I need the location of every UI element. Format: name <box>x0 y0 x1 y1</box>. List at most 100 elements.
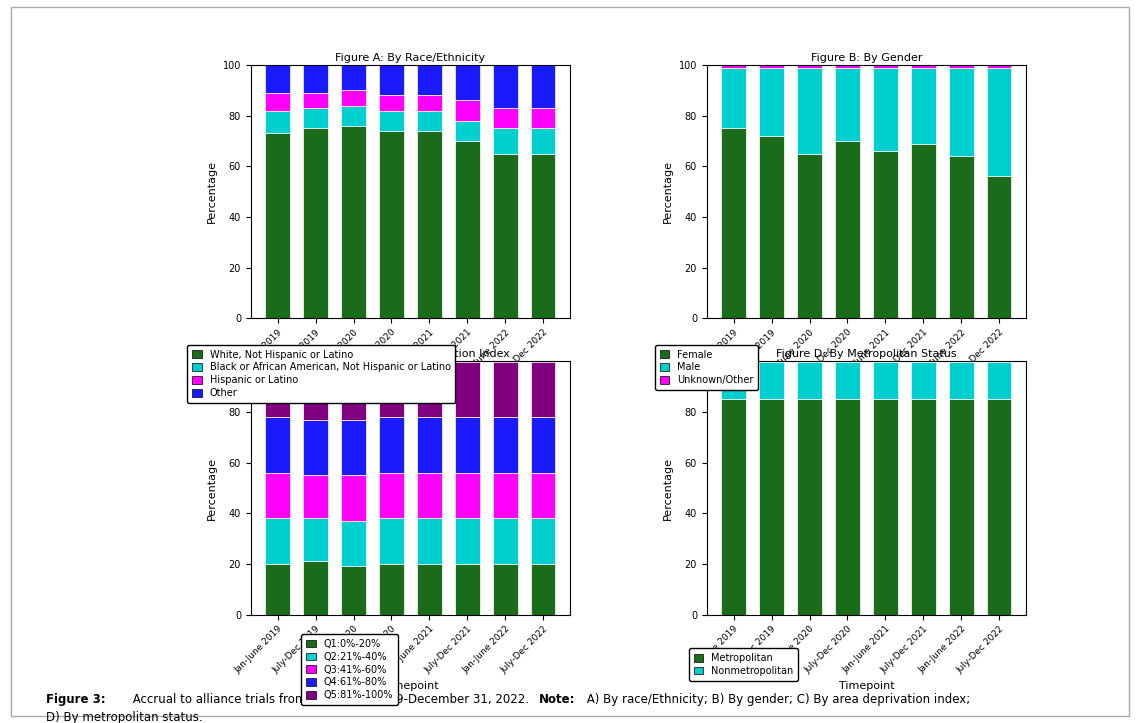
Bar <box>455 362 480 417</box>
Bar <box>797 65 822 67</box>
Bar <box>417 95 441 111</box>
Bar <box>266 65 290 93</box>
Bar <box>948 67 974 156</box>
Legend: Metropolitan, Nonmetropolitan: Metropolitan, Nonmetropolitan <box>689 649 798 681</box>
Y-axis label: Percentage: Percentage <box>207 456 217 520</box>
Text: D) By metropolitan status.: D) By metropolitan status. <box>46 711 202 723</box>
Text: A) By race/Ethnicity; B) By gender; C) By area deprivation index;: A) By race/Ethnicity; B) By gender; C) B… <box>583 693 970 706</box>
Bar <box>797 362 822 399</box>
Bar <box>266 518 290 564</box>
Bar <box>380 95 404 111</box>
Bar <box>948 362 974 399</box>
Bar <box>303 128 328 318</box>
Bar <box>455 100 480 121</box>
Bar <box>417 564 441 615</box>
Bar <box>531 153 555 318</box>
Bar <box>380 564 404 615</box>
Bar <box>341 521 366 567</box>
Bar <box>531 564 555 615</box>
Bar <box>455 121 480 141</box>
Bar <box>492 564 518 615</box>
Bar <box>455 141 480 318</box>
Bar <box>380 362 404 417</box>
Bar <box>266 111 290 133</box>
Bar <box>341 90 366 106</box>
Y-axis label: Percentage: Percentage <box>663 456 673 520</box>
Bar <box>380 131 404 318</box>
Bar <box>455 473 480 518</box>
Bar <box>417 65 441 95</box>
Bar <box>380 518 404 564</box>
Bar <box>531 473 555 518</box>
Bar <box>455 65 480 100</box>
Bar <box>873 151 897 318</box>
Bar <box>759 67 784 136</box>
Bar <box>303 65 328 93</box>
Bar <box>987 65 1011 67</box>
Bar <box>492 362 518 417</box>
Bar <box>417 518 441 564</box>
Text: Note:: Note: <box>539 693 576 706</box>
Bar <box>417 362 441 417</box>
Bar <box>911 65 936 67</box>
Bar <box>722 399 746 615</box>
Bar <box>303 108 328 128</box>
X-axis label: Timepoint: Timepoint <box>839 681 894 691</box>
Bar <box>303 476 328 518</box>
Bar <box>380 65 404 95</box>
Bar <box>873 65 897 67</box>
Bar <box>492 473 518 518</box>
Bar <box>303 518 328 561</box>
Bar <box>722 362 746 399</box>
X-axis label: Timepoint: Timepoint <box>383 385 438 395</box>
Bar <box>492 128 518 153</box>
Bar <box>341 567 366 615</box>
Bar <box>303 93 328 108</box>
Bar <box>873 67 897 151</box>
Bar <box>341 65 366 90</box>
Bar <box>492 108 518 128</box>
Bar <box>531 65 555 108</box>
Bar <box>836 362 860 399</box>
Bar <box>722 128 746 318</box>
Bar <box>759 65 784 67</box>
Bar <box>341 476 366 521</box>
Bar <box>759 362 784 399</box>
Bar <box>417 131 441 318</box>
Title: Figure C: By Area Deprivation Index: Figure C: By Area Deprivation Index <box>311 349 510 359</box>
Bar <box>266 417 290 473</box>
Bar <box>948 156 974 318</box>
Bar <box>266 133 290 318</box>
Text: Accrual to alliance trials from January 1, 2019-December 31, 2022.: Accrual to alliance trials from January … <box>129 693 532 706</box>
Bar <box>987 67 1011 176</box>
Bar <box>303 362 328 419</box>
Bar <box>341 106 366 126</box>
Bar <box>911 67 936 143</box>
Bar <box>759 136 784 318</box>
Bar <box>797 399 822 615</box>
Bar <box>722 65 746 67</box>
Bar <box>531 128 555 153</box>
Bar <box>492 65 518 108</box>
Title: Figure B: By Gender: Figure B: By Gender <box>811 53 922 63</box>
Bar <box>492 417 518 473</box>
Bar <box>266 564 290 615</box>
Bar <box>531 518 555 564</box>
Bar <box>836 67 860 141</box>
Bar <box>341 126 366 318</box>
Bar <box>341 419 366 476</box>
Bar <box>797 153 822 318</box>
Bar <box>531 108 555 128</box>
Bar <box>417 417 441 473</box>
Bar <box>417 473 441 518</box>
Bar <box>455 417 480 473</box>
Bar <box>417 111 441 131</box>
X-axis label: Timepoint: Timepoint <box>839 385 894 395</box>
Bar <box>303 419 328 476</box>
Bar <box>948 399 974 615</box>
Bar <box>873 362 897 399</box>
Y-axis label: Percentage: Percentage <box>663 160 673 223</box>
Bar <box>380 111 404 131</box>
X-axis label: Timepoint: Timepoint <box>383 681 438 691</box>
Bar <box>455 518 480 564</box>
